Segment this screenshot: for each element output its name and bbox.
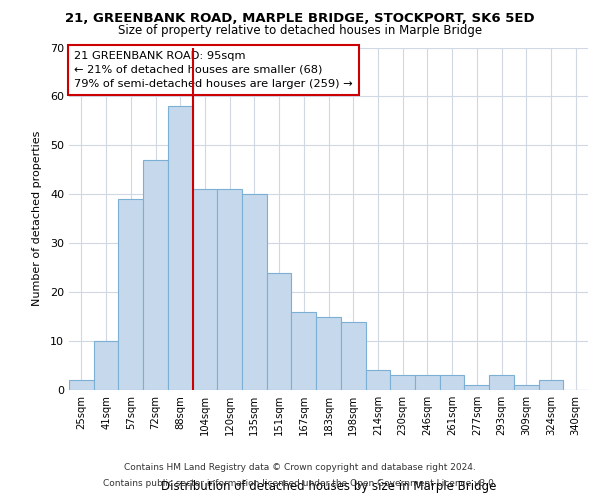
Text: 21 GREENBANK ROAD: 95sqm
← 21% of detached houses are smaller (68)
79% of semi-d: 21 GREENBANK ROAD: 95sqm ← 21% of detach… — [74, 51, 353, 89]
Text: Size of property relative to detached houses in Marple Bridge: Size of property relative to detached ho… — [118, 24, 482, 37]
Bar — [267, 272, 292, 390]
Bar — [168, 106, 193, 390]
Bar — [217, 190, 242, 390]
Bar — [242, 194, 267, 390]
Bar — [440, 376, 464, 390]
Bar — [316, 316, 341, 390]
Text: Contains HM Land Registry data © Crown copyright and database right 2024.: Contains HM Land Registry data © Crown c… — [124, 464, 476, 472]
Bar — [390, 376, 415, 390]
Bar — [489, 376, 514, 390]
Bar — [539, 380, 563, 390]
Bar — [118, 199, 143, 390]
Bar — [94, 341, 118, 390]
Bar — [464, 385, 489, 390]
Bar — [292, 312, 316, 390]
Bar — [193, 190, 217, 390]
Bar — [341, 322, 365, 390]
Bar — [143, 160, 168, 390]
Bar — [69, 380, 94, 390]
Bar — [415, 376, 440, 390]
Y-axis label: Number of detached properties: Number of detached properties — [32, 131, 41, 306]
Bar — [365, 370, 390, 390]
X-axis label: Distribution of detached houses by size in Marple Bridge: Distribution of detached houses by size … — [161, 480, 496, 492]
Text: 21, GREENBANK ROAD, MARPLE BRIDGE, STOCKPORT, SK6 5ED: 21, GREENBANK ROAD, MARPLE BRIDGE, STOCK… — [65, 12, 535, 26]
Text: Contains public sector information licensed under the Open Government Licence v3: Contains public sector information licen… — [103, 478, 497, 488]
Bar — [514, 385, 539, 390]
